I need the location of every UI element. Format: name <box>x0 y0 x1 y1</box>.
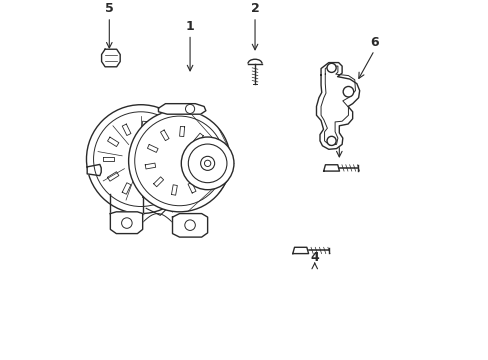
Text: 2: 2 <box>250 2 259 15</box>
Circle shape <box>181 137 233 190</box>
Text: 1: 1 <box>185 20 194 33</box>
Text: 4: 4 <box>310 252 319 265</box>
Circle shape <box>86 105 195 213</box>
Circle shape <box>122 218 132 228</box>
Circle shape <box>326 136 335 145</box>
Text: 6: 6 <box>369 36 378 49</box>
Polygon shape <box>158 104 205 114</box>
Circle shape <box>343 86 353 97</box>
Polygon shape <box>87 165 101 176</box>
Circle shape <box>184 220 195 230</box>
Circle shape <box>128 110 230 212</box>
Polygon shape <box>172 213 207 237</box>
Text: 3: 3 <box>334 113 343 126</box>
Polygon shape <box>316 63 359 149</box>
Circle shape <box>326 63 335 72</box>
Polygon shape <box>102 49 120 67</box>
Polygon shape <box>110 212 142 234</box>
Text: 5: 5 <box>105 2 113 15</box>
Polygon shape <box>292 247 308 253</box>
Circle shape <box>185 104 194 113</box>
Polygon shape <box>323 165 339 171</box>
